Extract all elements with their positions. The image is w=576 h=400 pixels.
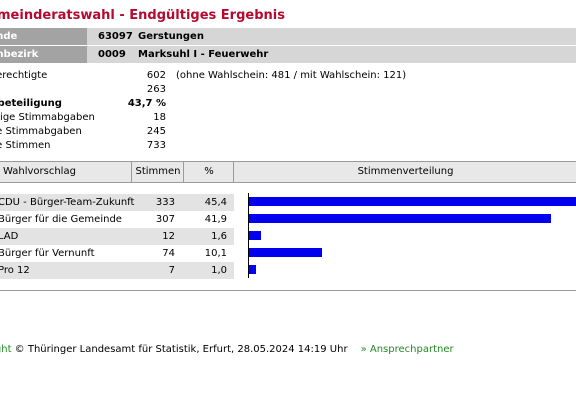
stat-row: ige Stimmabgaben 245: [0, 125, 576, 139]
stat-note: (ohne Wahlschein: 481 / mit Wahlschein: …: [176, 70, 407, 81]
copyright-text: © Thüringer Landesamt für Statistik, Erf…: [11, 344, 348, 355]
wahlbezirk-code: 0009: [98, 49, 126, 60]
votes-value: 333: [155, 197, 175, 208]
column-header-stimmen: Stimmen: [131, 162, 184, 182]
gemeinde-label: einde: [0, 31, 18, 42]
stat-value: 263: [146, 84, 166, 95]
gemeinde-name: Gerstungen: [138, 31, 204, 42]
party-name: Pro 12: [0, 265, 30, 276]
percent-value: 41,9: [204, 214, 227, 225]
stat-row: hlbeteiligung 43,7 %: [0, 97, 576, 111]
stat-row: ültige Stimmabgaben 18: [0, 111, 576, 125]
wahlbezirk-label: nmbezirk: [0, 49, 39, 60]
column-header-percent: %: [183, 162, 234, 182]
percent-value: 1,0: [211, 265, 227, 276]
footer-divider: [0, 290, 576, 291]
party-name: Bürger für die Gemeinde: [0, 214, 122, 225]
stat-value: 602: [146, 70, 166, 81]
votes-value: 307: [155, 214, 175, 225]
gemeinde-code: 63097: [98, 31, 133, 42]
contact-link-label: Ansprechpartner: [369, 344, 454, 355]
page-title: meinderatswahl - Endgültiges Ergebnis: [0, 8, 285, 23]
chart-axis: [248, 193, 249, 278]
table-row: Pro 12 7 1,0: [0, 262, 234, 279]
contact-link[interactable]: » Ansprechpartner: [361, 344, 454, 355]
votes-value: 74: [162, 248, 175, 259]
votes-value: 12: [162, 231, 175, 242]
stat-row: ler263: [0, 83, 576, 97]
vote-bar: [249, 248, 322, 257]
stat-value: 245: [146, 126, 166, 137]
percent-value: 1,6: [211, 231, 227, 242]
stat-label: hlbeteiligung: [0, 98, 62, 109]
percent-value: 45,4: [204, 197, 227, 208]
gemeinde-row: einde 63097 Gerstungen: [0, 28, 576, 45]
gemeinde-label-cell: einde: [0, 28, 87, 45]
stat-label: ültige Stimmabgaben: [0, 112, 95, 123]
stat-value: 18: [153, 112, 166, 123]
footer: right © Thüringer Landesamt für Statisti…: [0, 344, 454, 355]
table-row: CDU - Bürger-Team-Zukunft 333 45,4: [0, 194, 234, 211]
copyright-link[interactable]: right: [0, 344, 12, 355]
column-header-wahlvorschlag: Wahlvorschlag: [3, 166, 76, 177]
table-row: LAD 12 1,6: [0, 228, 234, 245]
party-name: CDU - Bürger-Team-Zukunft: [0, 197, 135, 208]
vote-bar: [249, 214, 551, 223]
stat-label: ige Stimmen: [0, 140, 51, 151]
table-row: Bürger für die Gemeinde 307 41,9: [0, 211, 234, 228]
table-row: Bürger für Vernunft 74 10,1: [0, 245, 234, 262]
stat-label: lberechtigte: [0, 70, 48, 81]
wahlbezirk-row: nmbezirk 0009 Marksuhl I - Feuerwehr: [0, 46, 576, 63]
vote-bar: [249, 197, 576, 206]
percent-value: 10,1: [204, 248, 227, 259]
arrow-right-icon: »: [360, 344, 367, 355]
stat-row: ige Stimmen 733: [0, 139, 576, 153]
vote-bar: [249, 231, 261, 240]
stat-label: ige Stimmabgaben: [0, 126, 82, 137]
results-table-header: Wahlvorschlag Stimmen % Stimmenverteilun…: [0, 161, 576, 183]
wahlbezirk-label-cell: nmbezirk: [0, 46, 87, 63]
stat-row: lberechtigte 602 (ohne Wahlschein: 481 / m…: [0, 69, 576, 83]
vote-bar: [249, 265, 256, 274]
party-name: Bürger für Vernunft: [0, 248, 95, 259]
stat-value: 43,7 %: [127, 98, 166, 109]
votes-value: 7: [168, 265, 175, 276]
column-header-stimmenverteilung: Stimmenverteilung: [233, 162, 576, 182]
party-name: LAD: [0, 231, 19, 242]
wahlbezirk-name: Marksuhl I - Feuerwehr: [138, 49, 269, 60]
stat-value: 733: [146, 140, 166, 151]
